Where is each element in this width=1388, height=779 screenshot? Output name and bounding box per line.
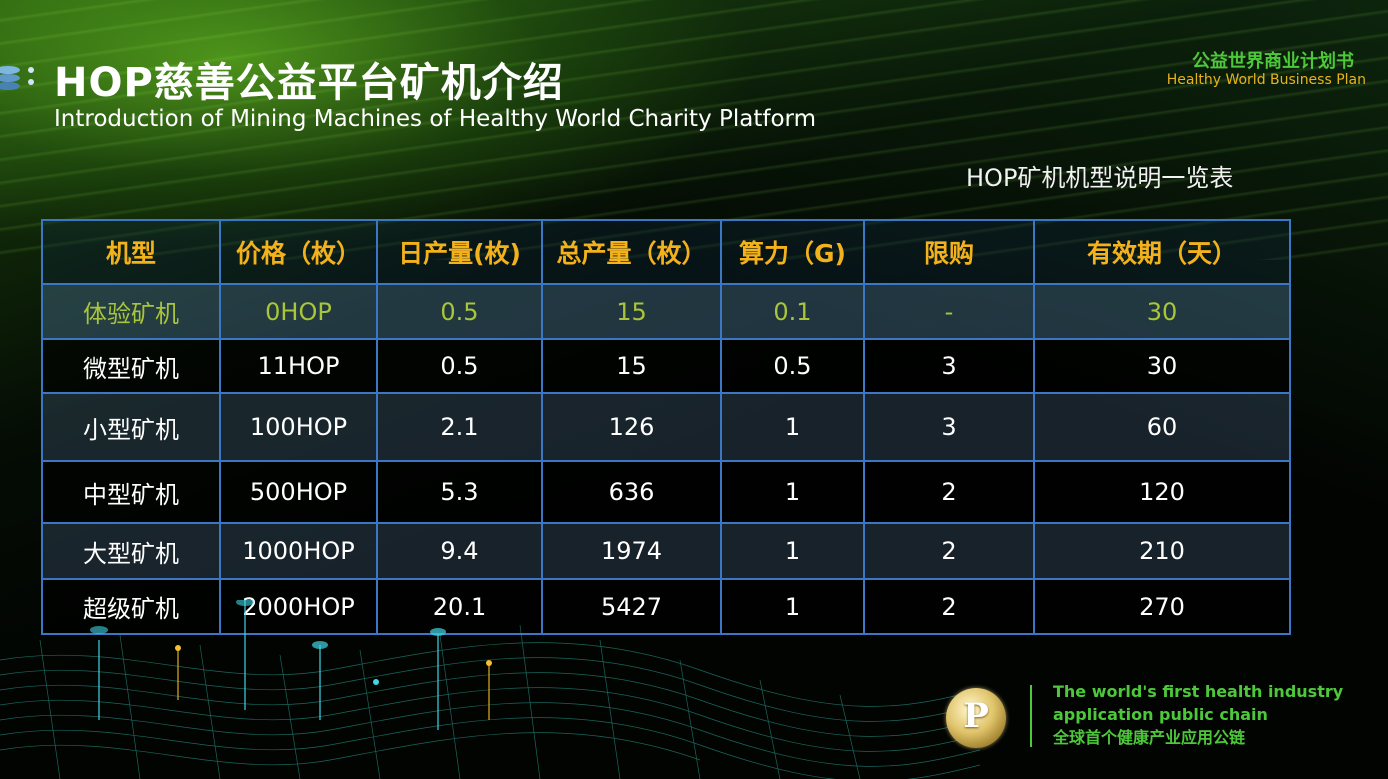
- light-streaks: [0, 0, 1388, 260]
- table-cell: 100HOP: [219, 392, 378, 462]
- logo-letter: P: [963, 696, 989, 736]
- brand-name-en: Healthy World Business Plan: [1166, 72, 1366, 88]
- footer-slogan: The world's first health industry applic…: [1053, 680, 1373, 749]
- table-cell: 2.1: [376, 392, 543, 462]
- table-cell: 3: [863, 392, 1035, 462]
- column-header: 算力（G): [720, 219, 865, 285]
- table-row: 小型矿机 100HOP 2.1 126 1 3 60: [41, 392, 1291, 462]
- table-cell: 1: [720, 522, 865, 580]
- table-cell: 微型矿机: [41, 338, 221, 394]
- table-cell: 15: [541, 283, 722, 340]
- slogan-line-2: application public chain: [1053, 705, 1268, 724]
- slogan-cn: 全球首个健康产业应用公链: [1053, 728, 1246, 747]
- table-cell: 小型矿机: [41, 392, 221, 462]
- table-cell: 2: [863, 522, 1035, 580]
- column-header: 总产量（枚）: [541, 219, 722, 285]
- table-cell: 270: [1033, 578, 1291, 635]
- table-row: 微型矿机 11HOP 0.5 15 0.5 3 30: [41, 338, 1291, 394]
- table-cell: 体验矿机: [41, 283, 221, 340]
- mining-machine-table: 机型 价格（枚） 日产量(枚) 总产量（枚） 算力（G) 限购 有效期（天） 体…: [41, 219, 1291, 635]
- table-cell: 500HOP: [219, 460, 378, 524]
- column-header: 机型: [41, 219, 221, 285]
- table-cell: 1: [720, 460, 865, 524]
- table-caption: HOP矿机机型说明一览表: [966, 164, 1234, 192]
- column-header: 价格（枚）: [219, 219, 378, 285]
- table-row: 中型矿机 500HOP 5.3 636 1 2 120: [41, 460, 1291, 524]
- table-cell: 0.5: [376, 283, 543, 340]
- table-cell: 0.5: [376, 338, 543, 394]
- table-cell: 2: [863, 460, 1035, 524]
- table-cell: 20.1: [376, 578, 543, 635]
- column-header: 有效期（天）: [1033, 219, 1291, 285]
- table-cell: 9.4: [376, 522, 543, 580]
- table-cell: 1: [720, 392, 865, 462]
- table-cell: 120: [1033, 460, 1291, 524]
- column-header: 日产量(枚): [376, 219, 543, 285]
- page-subtitle: Introduction of Mining Machines of Healt…: [54, 106, 816, 132]
- table-cell: 11HOP: [219, 338, 378, 394]
- table-cell: 60: [1033, 392, 1291, 462]
- table-row: 大型矿机 1000HOP 9.4 1974 1 2 210: [41, 522, 1291, 580]
- table-cell: 2: [863, 578, 1035, 635]
- data-stack-icon: [0, 66, 34, 90]
- column-header: 限购: [863, 219, 1035, 285]
- table-cell: 0.5: [720, 338, 865, 394]
- table-row: 体验矿机 0HOP 0.5 15 0.1 - 30: [41, 283, 1291, 340]
- table-cell: 636: [541, 460, 722, 524]
- wireframe-terrain-decoration: [0, 600, 980, 779]
- table-cell: 1000HOP: [219, 522, 378, 580]
- brand-name-cn: 公益世界商业计划书: [1192, 51, 1354, 72]
- table-cell: 0.1: [720, 283, 865, 340]
- table-cell: 中型矿机: [41, 460, 221, 524]
- table-cell: 126: [541, 392, 722, 462]
- table-cell: 1: [720, 578, 865, 635]
- table-cell: 超级矿机: [41, 578, 221, 635]
- table-cell: 5427: [541, 578, 722, 635]
- table-cell: 5.3: [376, 460, 543, 524]
- hop-coin-logo: P: [946, 688, 1006, 748]
- table-cell: 1974: [541, 522, 722, 580]
- table-header-row: 机型 价格（枚） 日产量(枚) 总产量（枚） 算力（G) 限购 有效期（天）: [41, 219, 1291, 285]
- table-cell: 15: [541, 338, 722, 394]
- table-cell: 30: [1033, 283, 1291, 340]
- page-title: HOP慈善公益平台矿机介绍: [54, 60, 564, 106]
- table-cell: 大型矿机: [41, 522, 221, 580]
- table-cell: 30: [1033, 338, 1291, 394]
- slogan-line-1: The world's first health industry: [1053, 682, 1344, 701]
- footer-divider: [1030, 685, 1032, 747]
- table-cell: 210: [1033, 522, 1291, 580]
- table-cell: 3: [863, 338, 1035, 394]
- table-cell: -: [863, 283, 1035, 340]
- table-cell: 0HOP: [219, 283, 378, 340]
